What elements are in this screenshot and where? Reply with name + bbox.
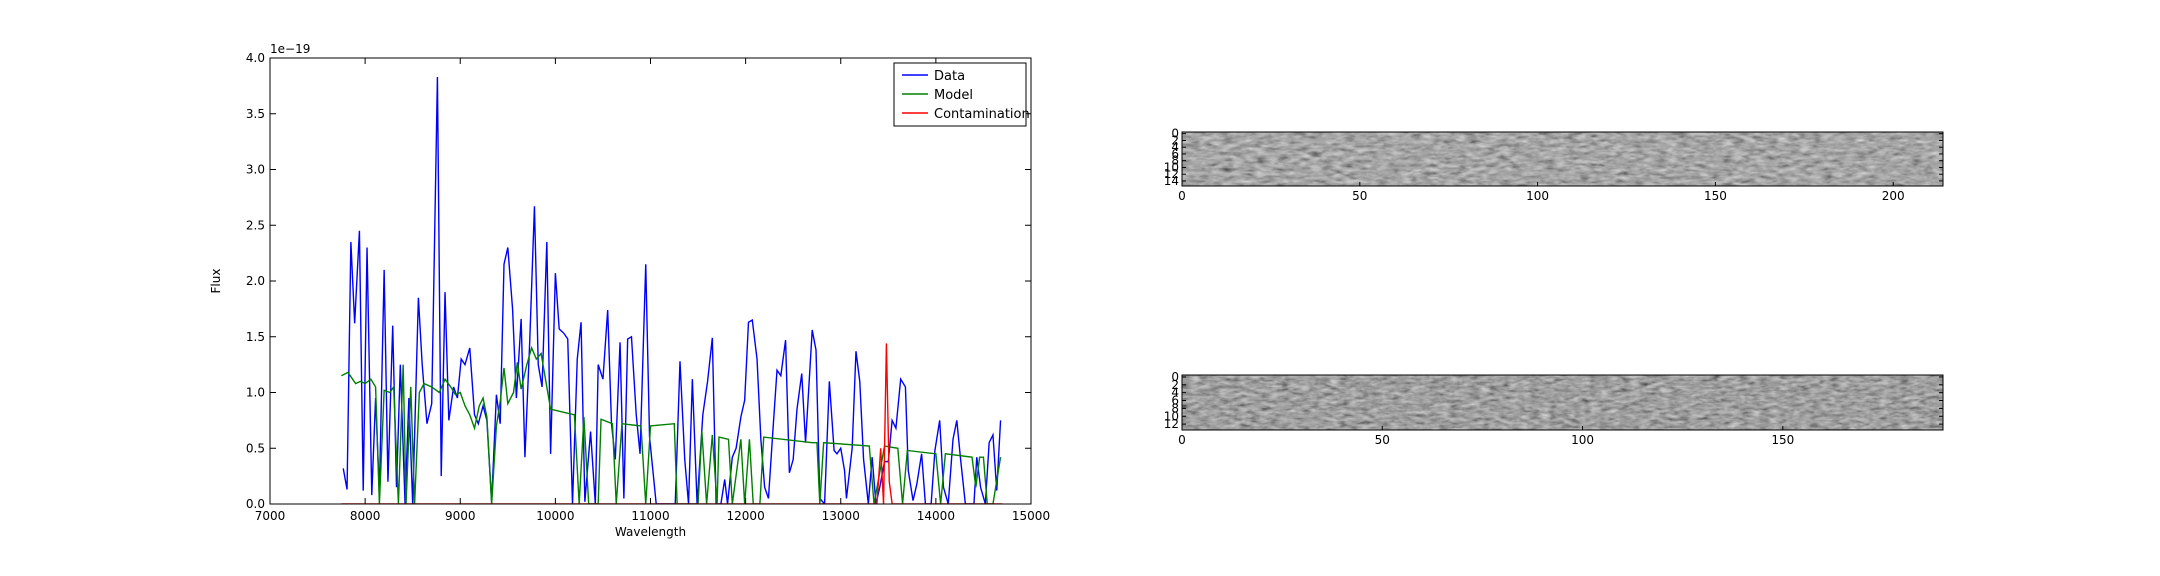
y-tick-label: 0.5 [246, 441, 265, 455]
x-tick-label: 8000 [350, 509, 381, 523]
legend-label: Contamination [934, 107, 1030, 122]
y-tick-label: 2.5 [246, 218, 265, 232]
y-tick-label: 4 [1171, 386, 1179, 400]
y-tick-label: 6 [1171, 147, 1179, 161]
y-tick-label: 8 [1171, 154, 1179, 168]
y-tick-label: 6 [1171, 394, 1179, 408]
x-tick-label: 100 [1526, 189, 1549, 203]
x-tick-label: 12000 [727, 509, 765, 523]
y-tick-label: 0 [1171, 127, 1179, 141]
x-axis-label: Wavelength [615, 525, 686, 539]
y-tick-label: 3.0 [246, 163, 265, 177]
y-tick-label: 1.0 [246, 386, 265, 400]
x-tick-label: 11000 [631, 509, 669, 523]
x-tick-label: 0 [1178, 189, 1186, 203]
y-tick-label: 3.5 [246, 107, 265, 121]
y-tick-label: 2.0 [246, 274, 265, 288]
x-tick-label: 7000 [255, 509, 286, 523]
data-line [342, 76, 1002, 504]
x-tick-label: 200 [1882, 189, 1905, 203]
y-tick-label: 4 [1171, 140, 1179, 154]
y-tick-label: 0 [1171, 370, 1179, 384]
x-tick-label: 13000 [822, 509, 860, 523]
y-tick-label: 8 [1171, 401, 1179, 415]
image-frame [1181, 374, 1944, 431]
y-tick-label: 4.0 [246, 51, 265, 65]
x-tick-label: 50 [1375, 433, 1390, 447]
y-tick-label: 12 [1164, 167, 1179, 181]
x-tick-label: 100 [1571, 433, 1594, 447]
x-tick-label: 150 [1704, 189, 1727, 203]
x-tick-label: 14000 [917, 509, 955, 523]
x-tick-label: 50 [1352, 189, 1367, 203]
spectrum-image [1182, 375, 1943, 430]
image-frame [1181, 131, 1944, 187]
x-tick-label: 9000 [445, 509, 476, 523]
y-tick-label: 1.5 [246, 330, 265, 344]
y-tick-label: 10 [1164, 409, 1179, 423]
spectrum-image [1182, 132, 1943, 186]
legend-label: Model [934, 88, 973, 103]
y-axis-label: Flux [209, 269, 223, 294]
offset-text: 1e−19 [270, 42, 310, 56]
y-tick-label: 14 [1164, 174, 1179, 188]
legend-label: Data [934, 69, 965, 84]
x-tick-label: 15000 [1012, 509, 1050, 523]
x-tick-label: 150 [1771, 433, 1794, 447]
y-tick-label: 0.0 [246, 497, 265, 511]
data-line [341, 345, 1002, 504]
y-tick-label: 2 [1171, 133, 1179, 147]
data-line [341, 343, 1003, 504]
x-tick-label: 10000 [536, 509, 574, 523]
y-tick-label: 2 [1171, 378, 1179, 392]
x-tick-label: 0 [1178, 433, 1186, 447]
y-tick-label: 10 [1164, 160, 1179, 174]
y-tick-label: 12 [1164, 417, 1179, 431]
